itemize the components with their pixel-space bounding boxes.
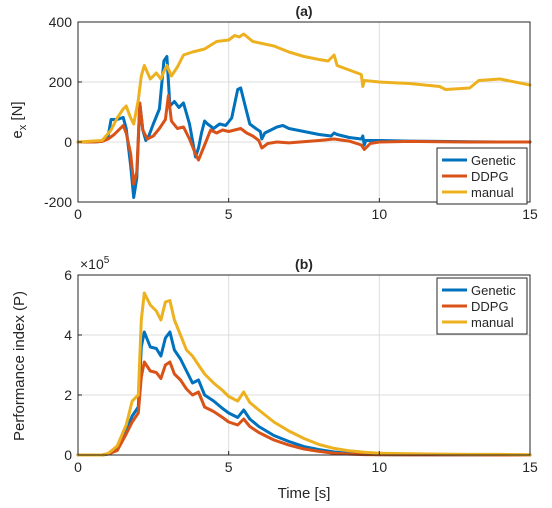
legend-label: manual: [471, 185, 514, 200]
panel-b-y-exponent-power: 5: [104, 255, 110, 266]
x-tick-label: 10: [372, 206, 388, 222]
legend-label: DDPG: [471, 299, 509, 314]
panel-b-axes-box: [77, 274, 531, 456]
panel-b-series-group: [76, 291, 532, 457]
panel-b-ticks: 0 5 10 15 0 2 4 6: [64, 267, 538, 475]
series-line-genetic: [76, 330, 532, 457]
y-tick-label: 4: [64, 327, 72, 343]
series-line-genetic: [76, 55, 532, 199]
series-line-ddpg: [76, 94, 532, 186]
series-line-ddpg: [76, 360, 532, 457]
x-tick-label: 10: [372, 459, 388, 475]
legend-label: Genetic: [471, 283, 516, 298]
y-tick-label: 200: [49, 74, 73, 90]
y-tick-label: 0: [64, 134, 72, 150]
panel-b-xlabel: Time [s]: [278, 485, 331, 502]
panel-b-y-exponent-base: ×10: [80, 256, 104, 272]
y-tick-label: 6: [64, 267, 72, 283]
series-line-manual: [76, 291, 532, 457]
legend-label: Genetic: [471, 153, 516, 168]
x-tick-label: 15: [522, 206, 538, 222]
panel-a-series-group: [76, 32, 532, 199]
panel-b-ylabel-wrap: Performance index (P): [11, 291, 28, 441]
y-tick-label: 0: [64, 447, 72, 463]
x-tick-label: 0: [74, 206, 82, 222]
x-tick-label: 15: [522, 459, 538, 475]
x-tick-label: 5: [225, 459, 233, 475]
panel-b-ylabel: Performance index (P): [11, 291, 28, 441]
panel-b-title: (b): [295, 256, 313, 272]
panel-a-title: (a): [295, 3, 312, 19]
y-tick-label: -200: [44, 194, 72, 210]
panel-a-ylabel-text: ex [N]: [9, 101, 29, 138]
x-tick-label: 5: [225, 206, 233, 222]
series-line-manual: [76, 32, 532, 144]
y-tick-label: 2: [64, 387, 72, 403]
panel-a-axes-box: [77, 21, 531, 203]
y-tick-label: 400: [49, 14, 73, 30]
x-tick-label: 0: [74, 459, 82, 475]
panel-b-y-exponent: ×105: [80, 255, 110, 272]
legend-label: DDPG: [471, 169, 509, 184]
legend-label: manual: [471, 315, 514, 330]
panel-a-ylabel: ex [N]: [9, 101, 29, 138]
